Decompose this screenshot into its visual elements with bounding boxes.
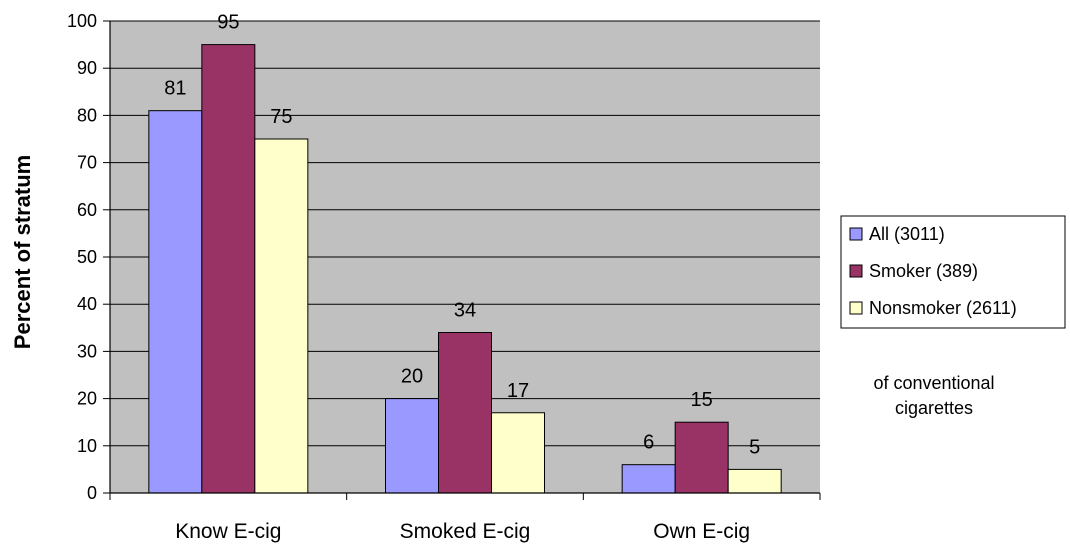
y-tick-label: 10: [77, 436, 97, 456]
y-tick-label: 80: [77, 105, 97, 125]
legend: All (3011) Smoker (389) Nonsmoker (2611): [840, 215, 1066, 329]
bar: [148, 110, 203, 494]
legend-label: Smoker (389): [869, 261, 978, 281]
data-label: 17: [507, 380, 529, 402]
x-category-label: Own E-cig: [653, 520, 750, 543]
data-label: 75: [270, 106, 292, 128]
y-tick-label: 20: [77, 389, 97, 409]
x-category-label: Smoked E-cig: [400, 520, 531, 543]
axes: [103, 20, 821, 500]
legend-swatch: [849, 264, 863, 278]
data-label: 20: [401, 366, 423, 388]
bar: [674, 421, 729, 494]
data-label: 81: [164, 78, 186, 100]
bar: [385, 398, 439, 494]
annotation: of conventional cigarettes: [873, 373, 994, 418]
bars: [148, 44, 782, 494]
y-tick-label: 50: [77, 247, 97, 267]
y-tick-label: 40: [77, 294, 97, 314]
y-tick-label: 30: [77, 341, 97, 361]
bar: [438, 332, 492, 494]
data-label: 34: [454, 300, 476, 322]
y-tick-label: 90: [77, 58, 97, 78]
y-tick-labels: 0 10 20 30 40 50 60 70 80 90 100: [67, 11, 97, 503]
legend-swatch: [849, 227, 863, 241]
data-label: 5: [749, 436, 760, 458]
data-label: 6: [643, 432, 654, 454]
bar: [727, 468, 782, 494]
legend-swatch: [849, 301, 863, 315]
y-tick-label: 0: [87, 483, 97, 503]
legend-box: [840, 215, 1066, 329]
data-label: 15: [691, 389, 713, 411]
annotation-line-1: of conventional: [873, 373, 994, 393]
y-axis-title: Percent of stratum: [10, 155, 35, 349]
legend-label: All (3011): [869, 224, 945, 244]
bar: [201, 44, 256, 494]
x-category-label: Know E-cig: [175, 520, 281, 543]
y-tick-label: 60: [77, 200, 97, 220]
data-labels: 81 95 75 20 34 17 6 15 5: [164, 12, 760, 459]
x-category-labels: Know E-cig Smoked E-cig Own E-cig: [175, 520, 750, 543]
annotation-line-2: cigarettes: [895, 398, 973, 418]
bar: [254, 138, 309, 494]
y-tick-label: 100: [67, 11, 97, 31]
bar: [491, 412, 545, 494]
y-tick-label: 70: [77, 153, 97, 173]
legend-label: Nonsmoker (2611): [869, 298, 1017, 318]
bar: [621, 464, 676, 494]
data-label: 95: [217, 12, 239, 34]
